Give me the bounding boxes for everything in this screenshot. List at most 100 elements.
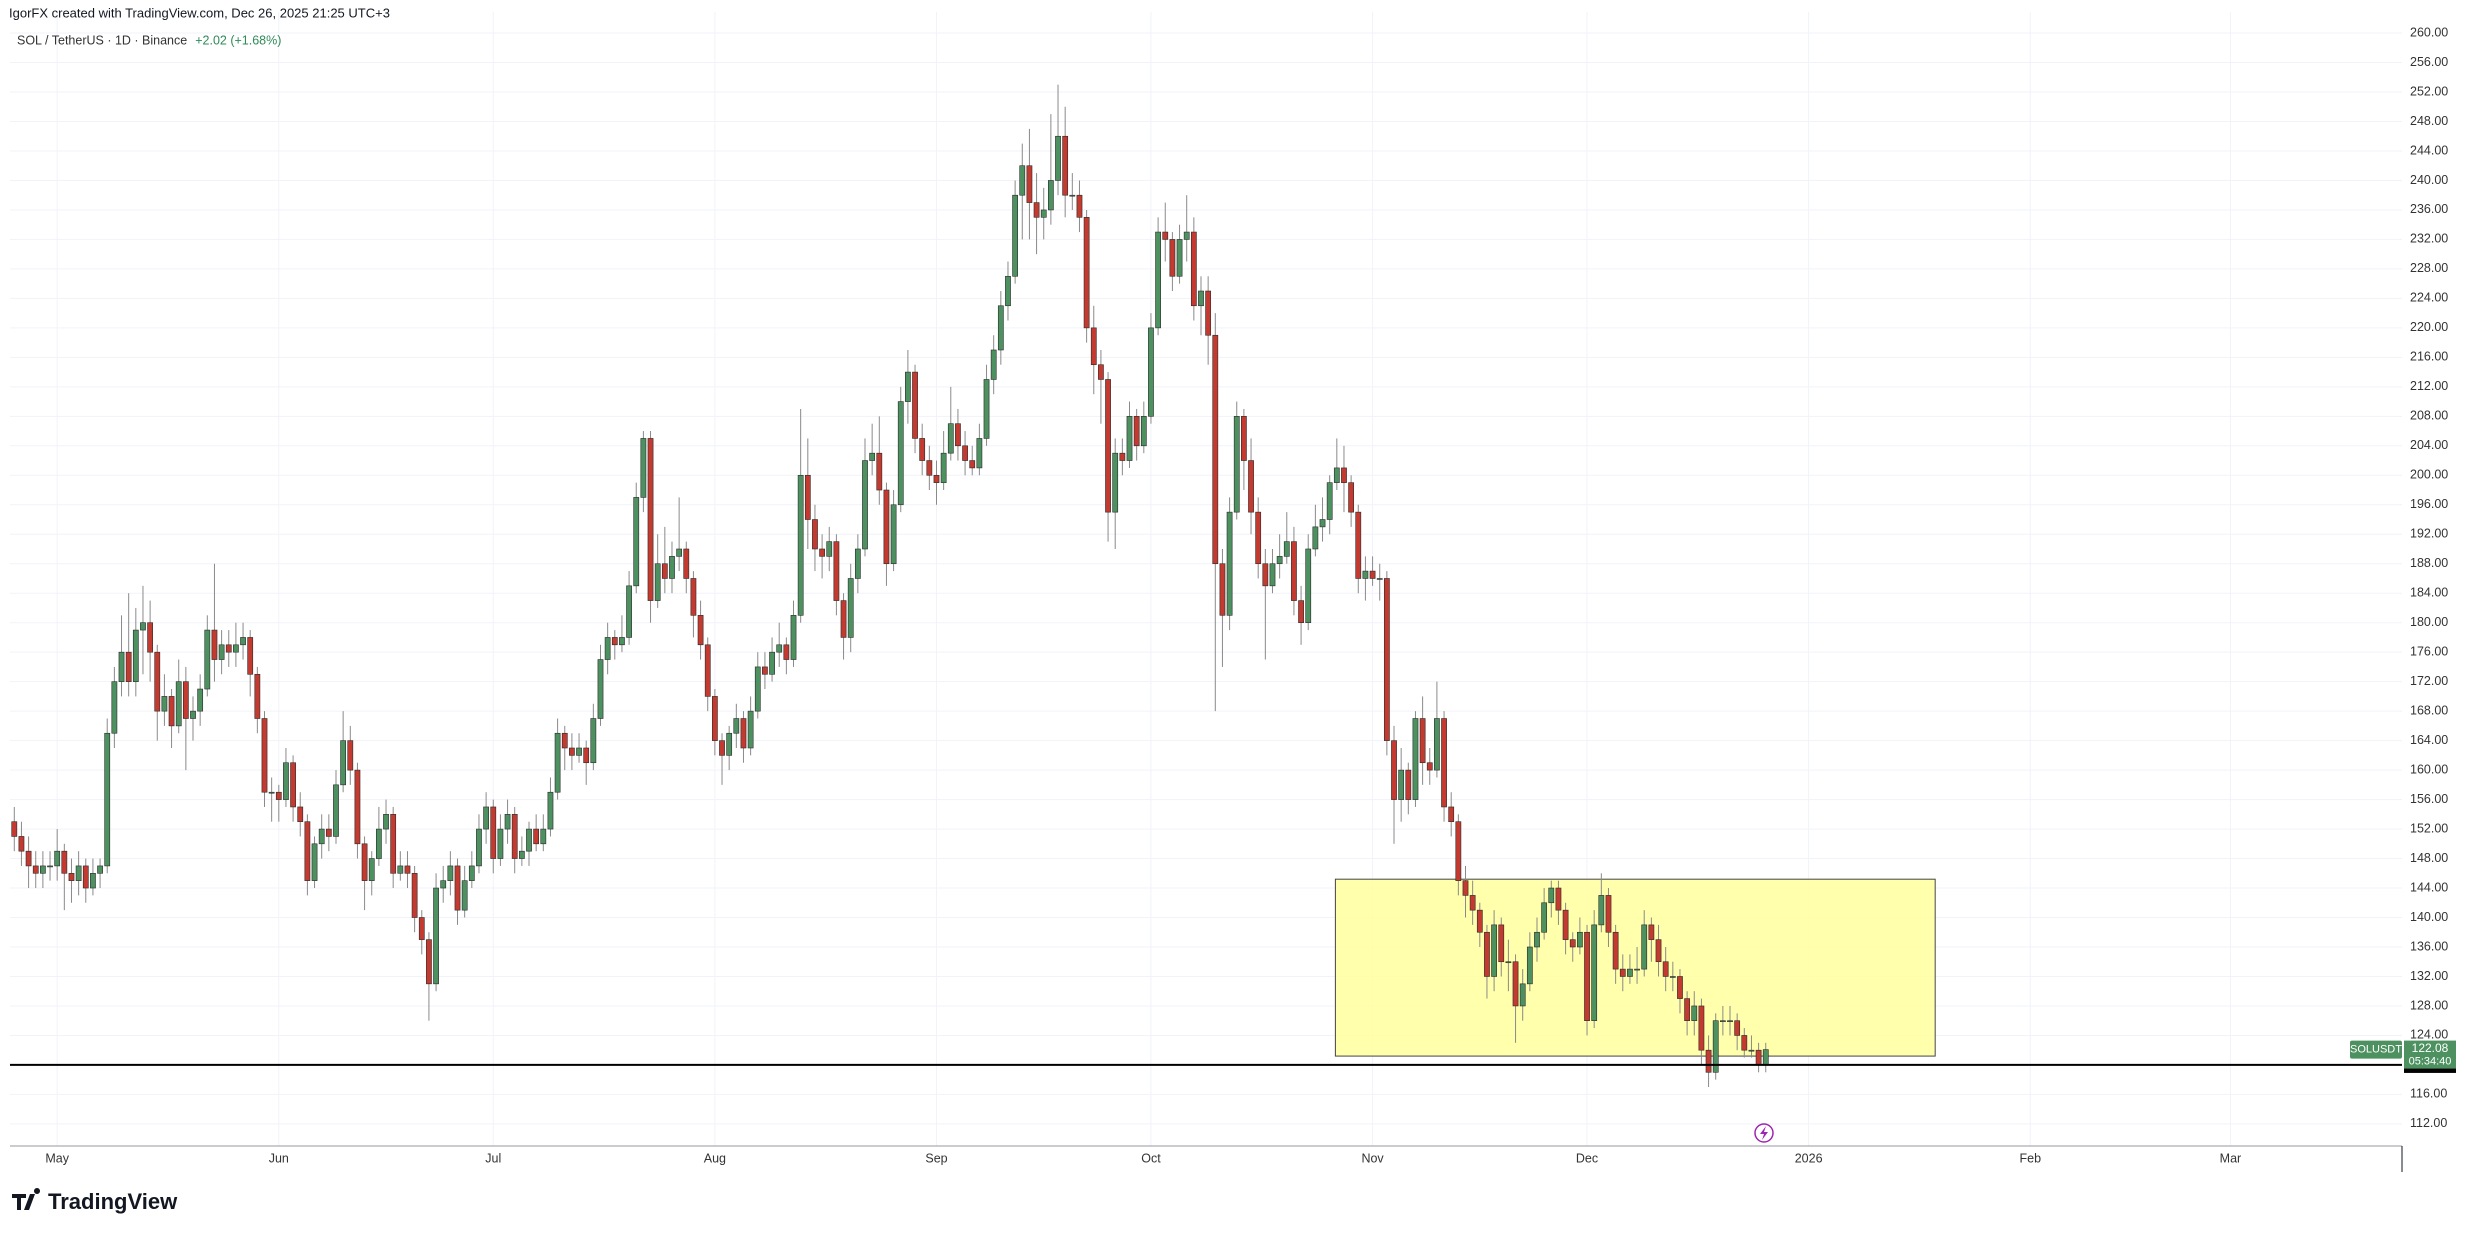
candle-body: [1083, 217, 1090, 329]
candle-body: [897, 401, 904, 506]
candle-body: [526, 828, 532, 852]
candle-body: [1634, 968, 1640, 971]
candle-body: [947, 423, 954, 454]
candle-body: [912, 371, 918, 439]
candle-body: [111, 681, 118, 734]
x-tick-label: Jul: [485, 1151, 501, 1165]
candle-body: [1469, 895, 1476, 911]
candle-body: [1055, 135, 1061, 181]
candle-body: [75, 865, 82, 881]
candle-body: [468, 865, 475, 881]
y-tick-label: 248.00: [2410, 114, 2448, 128]
candle-body: [1691, 1005, 1698, 1022]
candle-body: [626, 585, 632, 638]
candle-body: [1677, 976, 1683, 999]
candle-body: [969, 460, 976, 469]
candle-body: [1069, 194, 1076, 197]
candle-body: [1605, 895, 1612, 933]
x-tick-label: Feb: [2019, 1151, 2041, 1165]
candle-body: [1705, 1049, 1712, 1073]
candle-body: [1584, 931, 1590, 1022]
candle-body: [869, 452, 876, 461]
y-tick-label: 224.00: [2410, 291, 2448, 305]
y-tick-label: 212.00: [2410, 379, 2448, 393]
x-tick-label: Nov: [1361, 1151, 1384, 1165]
candle-body: [1684, 998, 1690, 1022]
candle-body: [1712, 1020, 1719, 1073]
candle-body: [1734, 1020, 1741, 1036]
candle-body: [783, 644, 790, 660]
countdown-label: 05:34:40: [2409, 1056, 2452, 1068]
candle-body: [597, 659, 604, 719]
event-icon[interactable]: [1754, 1123, 1774, 1143]
candle-body: [1505, 961, 1512, 964]
candle-body: [511, 814, 518, 859]
candle-body: [1190, 231, 1197, 307]
y-tick-label: 180.00: [2410, 615, 2448, 629]
candle-body: [518, 850, 525, 859]
candle-body: [990, 349, 997, 380]
candle-body: [261, 718, 268, 793]
candle-body: [955, 423, 961, 447]
candle-body: [1698, 1005, 1705, 1051]
candle-body: [54, 850, 61, 867]
candle-body: [1026, 165, 1033, 203]
candle-body: [1541, 902, 1548, 933]
candle-body: [533, 828, 540, 845]
candle-body: [118, 651, 125, 682]
x-tick-label: May: [45, 1151, 69, 1165]
candle-body: [1426, 762, 1433, 771]
candle-body: [1276, 556, 1283, 565]
candle-body: [940, 452, 947, 483]
y-tick-label: 164.00: [2410, 733, 2448, 747]
candle-body: [1326, 482, 1333, 520]
candle-body: [225, 644, 232, 653]
candle-body: [583, 747, 590, 764]
candle-body: [733, 718, 740, 734]
candle-body: [754, 666, 761, 712]
y-tick-label: 200.00: [2410, 468, 2448, 482]
candle-body: [1133, 416, 1140, 447]
event-icon-bolt[interactable]: [1760, 1126, 1768, 1140]
y-tick-label: 260.00: [2410, 25, 2448, 39]
candle-body: [204, 629, 211, 690]
candle-body: [233, 644, 239, 653]
candle-body: [1462, 880, 1469, 896]
candle-body: [797, 474, 804, 616]
candle-body: [476, 828, 482, 867]
candle-body: [1512, 961, 1519, 1007]
y-tick-label: 112.00: [2410, 1116, 2447, 1130]
candle-body: [197, 688, 204, 712]
candle-body: [1548, 887, 1555, 904]
candle-body: [376, 828, 382, 859]
candle-body: [704, 644, 711, 697]
candle-body: [1519, 983, 1526, 1007]
logo[interactable]: TradingView: [12, 1188, 178, 1214]
candle-body: [1619, 968, 1626, 977]
candle-body: [354, 769, 361, 845]
candle-body: [283, 762, 289, 800]
y-tick-label: 244.00: [2410, 143, 2448, 157]
candle-body: [1226, 511, 1233, 616]
candle-body: [804, 474, 811, 520]
candle-body: [833, 541, 840, 601]
y-tick-label: 132.00: [2410, 969, 2448, 983]
candle-body: [1612, 931, 1619, 970]
y-tick-label: 136.00: [2410, 939, 2448, 953]
logo-text[interactable]: TradingView: [48, 1189, 178, 1214]
candle-body: [840, 600, 847, 638]
candle-body: [676, 548, 683, 557]
candle-body: [1355, 511, 1362, 579]
candle-body: [247, 637, 254, 675]
y-tick-label: 228.00: [2410, 261, 2448, 275]
candle-body: [1341, 467, 1347, 483]
attribution: IgorFX created with TradingView.com, Dec…: [9, 5, 390, 20]
x-tick-label: Jun: [269, 1151, 289, 1165]
candle-body: [211, 629, 218, 660]
candle-body: [1148, 327, 1154, 417]
y-tick-label: 220.00: [2410, 320, 2448, 334]
logo-mark[interactable]: [12, 1188, 41, 1210]
candle-body: [926, 460, 933, 476]
candle-body: [997, 305, 1004, 351]
